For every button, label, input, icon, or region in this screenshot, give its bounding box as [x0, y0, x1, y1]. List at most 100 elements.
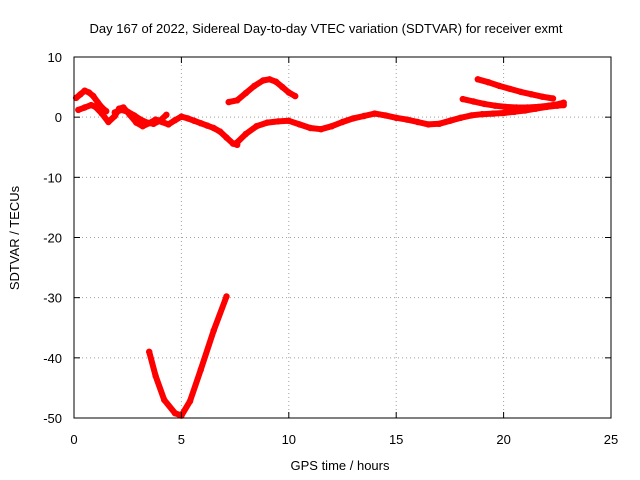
data-point — [425, 121, 432, 128]
data-point — [292, 92, 299, 100]
y-tick-label: -50 — [43, 411, 62, 426]
data-point — [191, 117, 198, 125]
data-point — [414, 118, 421, 126]
data-point — [513, 104, 520, 111]
data-point — [105, 118, 112, 126]
series-layer — [72, 76, 567, 419]
data-point — [150, 120, 157, 128]
x-tick-label: 0 — [70, 432, 77, 447]
data-point — [204, 122, 211, 129]
data-point — [360, 112, 368, 120]
data-point — [210, 124, 217, 132]
data-point — [163, 111, 170, 119]
data-point — [264, 119, 271, 126]
data-point — [279, 83, 286, 91]
data-point — [317, 126, 325, 133]
data-point — [130, 112, 138, 119]
data-point — [470, 98, 477, 105]
data-point — [75, 106, 82, 114]
data-point — [485, 79, 492, 86]
data-point — [171, 117, 179, 124]
data-point — [137, 116, 144, 123]
data-point — [371, 110, 378, 117]
data-point — [403, 116, 411, 123]
data-point — [517, 88, 524, 96]
data-point — [223, 134, 230, 141]
y-tick-label: 10 — [48, 50, 62, 65]
x-tick-label: 10 — [282, 432, 296, 447]
data-point — [496, 82, 503, 90]
data-point — [223, 293, 230, 300]
data-point — [161, 396, 168, 404]
data-point — [307, 124, 314, 132]
y-tick-label: -40 — [43, 351, 62, 366]
data-point — [90, 92, 97, 100]
data-point — [272, 78, 280, 85]
chart-title: Day 167 of 2022, Sidereal Day-to-day VTE… — [90, 21, 563, 36]
data-point — [500, 109, 507, 117]
data-point — [446, 117, 454, 125]
data-point — [285, 117, 292, 125]
data-point — [296, 121, 303, 128]
y-axis-label: SDTVAR / TECUs — [7, 185, 22, 290]
data-point — [146, 348, 153, 355]
data-point — [491, 102, 499, 109]
data-point — [528, 91, 535, 98]
x-tick-label: 15 — [389, 432, 403, 447]
data-point — [234, 97, 241, 104]
x-tick-label: 5 — [178, 432, 185, 447]
data-point — [152, 372, 159, 380]
data-point — [92, 103, 99, 111]
data-point — [436, 120, 443, 128]
data-point — [184, 115, 191, 122]
data-point — [350, 115, 357, 122]
data-point — [266, 76, 273, 83]
data-point — [328, 123, 335, 130]
data-point — [489, 110, 497, 117]
data-point — [339, 118, 346, 126]
data-point — [259, 77, 267, 84]
data-point — [242, 89, 249, 97]
data-point — [251, 82, 258, 90]
data-point — [81, 104, 88, 111]
data-point — [85, 89, 93, 96]
data-point — [197, 366, 204, 374]
data-point — [393, 114, 400, 122]
data-point — [478, 111, 486, 118]
data-point — [186, 398, 194, 405]
data-point — [506, 85, 514, 93]
x-tick-label: 25 — [604, 432, 618, 447]
data-point — [534, 103, 542, 111]
series-arc-morning-hump — [225, 76, 299, 106]
data-point — [481, 100, 488, 108]
data-point — [274, 118, 282, 125]
data-point — [253, 123, 260, 130]
data-point — [98, 110, 106, 117]
data-point — [225, 98, 232, 106]
y-tick-label: 0 — [55, 110, 62, 125]
data-point — [242, 130, 249, 138]
data-point — [156, 117, 164, 125]
data-point — [77, 91, 84, 98]
data-point — [178, 113, 185, 120]
data-point — [165, 121, 172, 128]
data-point — [210, 327, 217, 334]
data-point — [94, 98, 101, 106]
y-tick-label: -30 — [43, 291, 62, 306]
x-axis-label: GPS time / hours — [291, 458, 390, 473]
data-point — [216, 128, 224, 135]
data-point — [468, 112, 475, 119]
data-point — [111, 109, 119, 116]
data-point — [502, 103, 509, 111]
data-point — [459, 95, 466, 103]
data-point — [171, 410, 179, 417]
data-point — [234, 139, 241, 146]
data-point — [545, 102, 552, 109]
data-point — [124, 108, 131, 116]
data-point — [118, 106, 125, 114]
data-point — [382, 112, 389, 119]
data-point — [560, 99, 567, 106]
data-point — [474, 76, 481, 83]
data-point — [524, 104, 531, 111]
